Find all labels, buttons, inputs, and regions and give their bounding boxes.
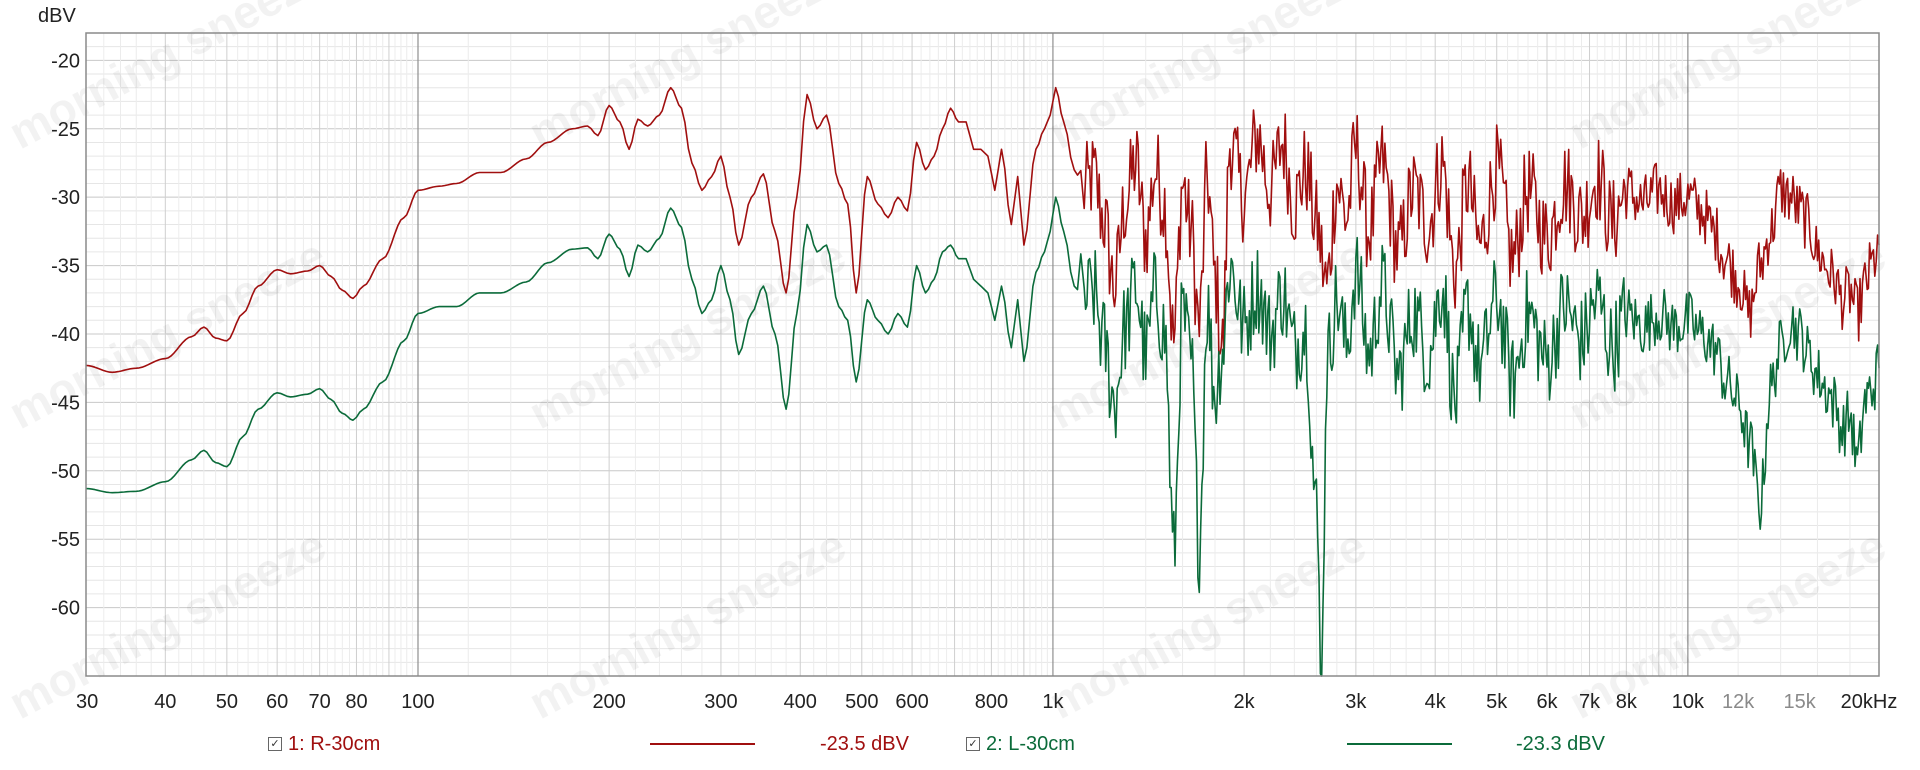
y-tick-label: -25 <box>51 119 80 141</box>
x-tick-label: 8k <box>1616 691 1638 713</box>
x-tick-label: 4k <box>1425 691 1447 713</box>
legend-label: 1: R-30cm <box>288 732 381 755</box>
x-tick-label: 50 <box>216 691 238 713</box>
checkbox-icon[interactable]: ✓ <box>966 737 980 751</box>
y-axis-label: dBV <box>38 5 76 27</box>
legend-value: -23.3 dBV <box>1516 732 1605 755</box>
x-tick-label: 1k <box>1042 691 1064 713</box>
x-tick-label: 20kHz <box>1841 691 1898 713</box>
y-tick-label: -45 <box>51 392 80 414</box>
y-tick-label: -60 <box>51 598 80 620</box>
legend-line-l <box>1347 743 1452 745</box>
series-line-l-30cm <box>85 196 1880 677</box>
x-tick-label: 500 <box>845 691 878 713</box>
legend-value-r: -23.5 dBV <box>820 730 909 758</box>
y-tick-label: -55 <box>51 529 80 551</box>
x-tick-label: 40 <box>154 691 176 713</box>
legend-value: -23.5 dBV <box>820 732 909 755</box>
x-tick-label: 70 <box>309 691 331 713</box>
x-tick-label: 100 <box>401 691 434 713</box>
y-tick-label: -50 <box>51 461 80 483</box>
series-layer <box>85 86 1880 677</box>
y-tick-label: -20 <box>51 50 80 72</box>
x-tick-label: 200 <box>592 691 625 713</box>
checkbox-icon[interactable]: ✓ <box>268 737 282 751</box>
x-tick-label: 5k <box>1486 691 1508 713</box>
x-tick-label: 60 <box>266 691 288 713</box>
x-tick-label: 800 <box>975 691 1008 713</box>
x-tick-label: 300 <box>704 691 737 713</box>
x-tick-labels: 30 40 50 60 70 80 100 200 300 400 500 600 800 1k 2k 3k 4… <box>76 691 1897 713</box>
x-tick-label: 80 <box>345 691 367 713</box>
x-tick-label: 30 <box>76 691 98 713</box>
x-tick-label: 7k <box>1579 691 1601 713</box>
y-tick-label: -30 <box>51 187 80 209</box>
x-tick-label: 6k <box>1536 691 1558 713</box>
y-tick-labels: -20 -25 -30 -35 -40 -45 -50 -55 -60 <box>51 50 80 619</box>
y-tick-label: -40 <box>51 324 80 346</box>
x-tick-label: 15k <box>1784 691 1817 713</box>
x-tick-label: 12k <box>1722 691 1755 713</box>
legend-value-l: -23.3 dBV <box>1516 730 1605 758</box>
legend-item-r[interactable]: ✓ 1: R-30cm <box>268 730 380 758</box>
legend-line-r <box>650 743 755 745</box>
series-line-r-30cm <box>85 86 1880 374</box>
legend-label: 2: L-30cm <box>986 732 1075 755</box>
x-tick-label: 2k <box>1234 691 1256 713</box>
x-tick-label: 3k <box>1345 691 1367 713</box>
plot-frame <box>85 32 1880 677</box>
y-tick-label: -35 <box>51 256 80 278</box>
x-tick-label: 10k <box>1672 691 1705 713</box>
legend-item-l[interactable]: ✓ 2: L-30cm <box>966 730 1075 758</box>
x-tick-label: 400 <box>784 691 817 713</box>
grid <box>85 32 1880 677</box>
x-tick-label: 600 <box>895 691 928 713</box>
